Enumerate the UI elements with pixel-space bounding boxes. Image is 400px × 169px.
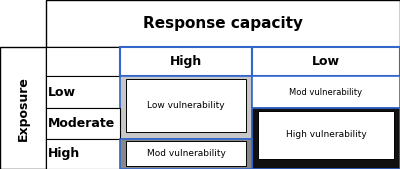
FancyBboxPatch shape <box>126 79 246 132</box>
FancyBboxPatch shape <box>252 76 400 108</box>
FancyBboxPatch shape <box>46 76 120 108</box>
Text: Mod vulnerability: Mod vulnerability <box>290 88 362 97</box>
Text: Exposure: Exposure <box>16 76 30 141</box>
FancyBboxPatch shape <box>252 47 400 76</box>
Text: Moderate: Moderate <box>48 117 115 130</box>
FancyBboxPatch shape <box>120 139 252 169</box>
FancyBboxPatch shape <box>46 139 120 169</box>
Text: Low vulnerability: Low vulnerability <box>147 101 225 110</box>
FancyBboxPatch shape <box>258 111 394 159</box>
FancyBboxPatch shape <box>126 141 246 166</box>
Text: High: High <box>170 55 202 68</box>
Text: Response capacity: Response capacity <box>143 16 303 31</box>
FancyBboxPatch shape <box>46 47 120 76</box>
Text: Low: Low <box>48 86 76 99</box>
FancyBboxPatch shape <box>252 108 400 169</box>
FancyBboxPatch shape <box>46 0 400 47</box>
Text: Low: Low <box>312 55 340 68</box>
FancyBboxPatch shape <box>46 108 120 139</box>
FancyBboxPatch shape <box>120 76 252 139</box>
Text: High vulnerability: High vulnerability <box>286 130 366 139</box>
FancyBboxPatch shape <box>120 47 252 76</box>
FancyBboxPatch shape <box>0 47 46 169</box>
Text: Mod vulnerability: Mod vulnerability <box>146 149 226 158</box>
Text: High: High <box>48 147 80 160</box>
